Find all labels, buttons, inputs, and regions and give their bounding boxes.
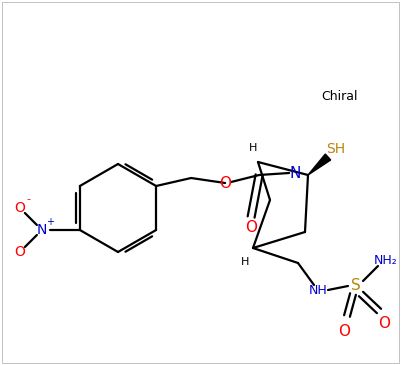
Text: H: H — [249, 143, 257, 153]
Text: S: S — [351, 278, 361, 293]
Text: N: N — [37, 223, 47, 237]
Polygon shape — [308, 154, 331, 175]
Text: N: N — [290, 165, 301, 181]
Text: SH: SH — [326, 142, 346, 156]
Text: H: H — [241, 257, 249, 267]
Text: NH: NH — [309, 284, 327, 297]
Text: O: O — [14, 245, 25, 259]
Text: O: O — [219, 176, 231, 191]
Text: Chiral: Chiral — [321, 91, 357, 104]
Text: O: O — [338, 324, 350, 339]
Text: O: O — [14, 201, 25, 215]
Text: -: - — [27, 194, 31, 204]
Text: NH₂: NH₂ — [374, 254, 398, 268]
Text: +: + — [46, 217, 54, 227]
Text: O: O — [245, 219, 257, 234]
Text: O: O — [378, 316, 390, 331]
